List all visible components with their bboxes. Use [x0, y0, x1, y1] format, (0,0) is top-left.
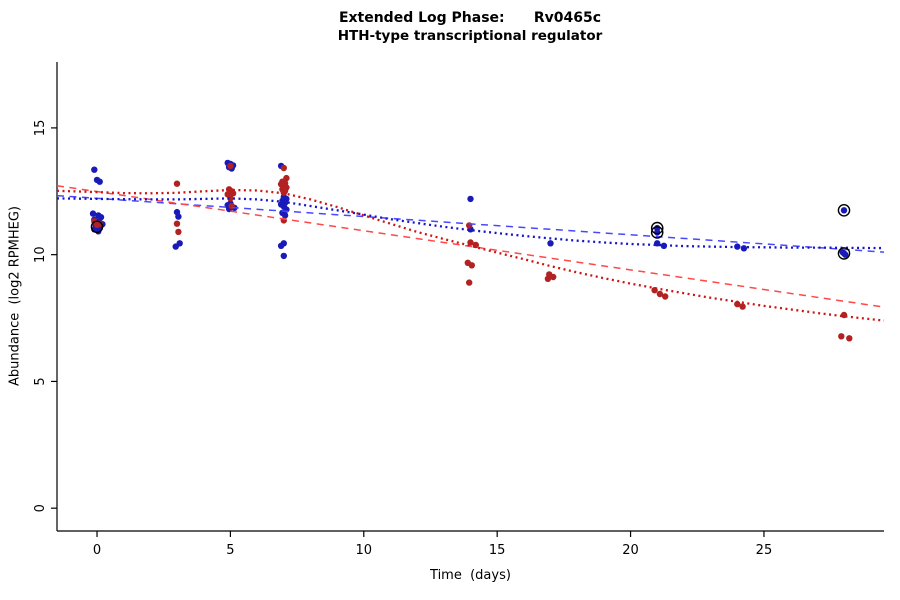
flagged-point-rings [90, 220, 104, 234]
red-points [734, 300, 741, 308]
red-points [227, 195, 234, 202]
red-points [838, 333, 845, 340]
red-points [173, 180, 181, 187]
blue-points [281, 212, 289, 219]
red-points [229, 190, 237, 197]
flagged-point-rings [650, 226, 664, 239]
blue-points [467, 195, 474, 203]
blue-points [89, 210, 97, 217]
red-smooth-fit [56, 188, 885, 322]
x-tick-label: 20 [622, 543, 639, 558]
red-points [467, 239, 474, 246]
red-points [175, 228, 182, 236]
flagged-point-rings [837, 203, 851, 217]
y-tick-label: 10 [33, 246, 48, 263]
red-points [466, 279, 473, 286]
y-tick-label: 5 [33, 377, 48, 385]
blue-linear-fit [56, 194, 885, 253]
flagged-point-rings [650, 221, 664, 235]
red-points [662, 293, 669, 300]
red-points [280, 164, 287, 172]
red-points [550, 273, 557, 281]
blue-smooth-fit [56, 197, 885, 250]
x-tick-label: 5 [226, 543, 234, 558]
x-tick-label: 10 [356, 543, 373, 558]
flagged-point-rings [837, 247, 851, 260]
red-points [846, 335, 853, 342]
red-points [656, 290, 664, 298]
blue-points [842, 251, 849, 258]
red-points [468, 262, 475, 269]
chart-title: Extended Log Phase: Rv0465c [338, 10, 602, 26]
blue-points [280, 252, 287, 260]
x-tick-label: 0 [93, 543, 101, 558]
blue-points [172, 243, 179, 250]
blue-points [654, 229, 661, 236]
blue-points [840, 207, 848, 214]
red-points [739, 303, 746, 310]
x-axis-label: Time (days) [430, 568, 511, 583]
blue-points [175, 213, 182, 220]
x-tick-label: 25 [756, 543, 773, 558]
chart-subtitle: HTH-type transcriptional regulator [337, 28, 603, 44]
blue-points [654, 240, 661, 247]
red-points [544, 275, 552, 282]
red-points [227, 162, 234, 170]
blue-points [91, 166, 98, 173]
y-tick-label: 15 [33, 120, 48, 137]
red-points [93, 221, 101, 228]
red-points [173, 220, 181, 227]
blue-points [547, 240, 554, 247]
blue-points [277, 242, 285, 249]
red-linear-fit [56, 184, 885, 308]
blue-points [96, 178, 103, 185]
x-tick-label: 15 [489, 543, 506, 558]
y-tick-label: 0 [33, 504, 48, 512]
blue-points [97, 214, 105, 221]
